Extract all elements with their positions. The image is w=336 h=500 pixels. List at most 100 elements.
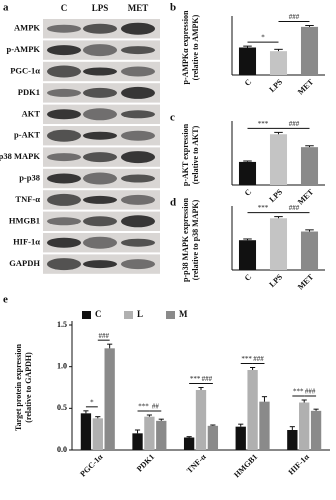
y-tick-label: 1.5 [57,320,67,329]
blot-row-label: HMGB1 [9,215,40,225]
blot-band [47,217,81,226]
significance-label: ### [289,204,300,212]
blot-row-label: p-AKT [14,130,40,140]
bar [183,437,195,450]
significance-label: ### [289,13,300,21]
blot-row-label: AKT [22,108,41,118]
significance-label: *** [190,375,201,383]
blot-row-label: p38 MAPK [0,151,40,161]
blot-band [47,173,81,184]
significance-label: ## [152,403,160,411]
blot-band [83,67,117,76]
blot-band [47,153,81,162]
significance-label: ### [98,332,109,340]
x-tick-label: LPS [267,187,284,204]
blot-band [47,237,81,248]
bar [238,240,257,270]
blot-band [83,260,117,269]
significance-label: ### [253,355,264,363]
bar [104,348,115,450]
x-tick-label: TNF-α [185,452,208,475]
blot-row-label: p-AMPK [6,44,40,54]
bar [300,147,319,185]
bar [195,390,207,450]
legend-swatch [124,311,133,319]
blot-band [83,131,117,140]
blot-band [121,259,155,270]
blot-band [121,46,155,55]
bar [299,402,310,450]
bar [92,418,103,450]
blot-band [83,44,117,57]
significance-label: *** [138,403,149,411]
bar [287,430,298,450]
bar [132,433,143,450]
blot-column-label: LPS [92,3,109,13]
bar [259,401,270,450]
bar [238,161,257,185]
blot-band [47,24,81,33]
bar [269,134,288,185]
bar [80,413,92,450]
y-axis-label: (relative to AMPK) [191,14,200,80]
legend-label: C [95,309,102,319]
y-tick-label: 1.0 [57,361,67,370]
bar [300,26,319,75]
significance-label: ### [305,388,316,396]
bar [269,51,288,75]
blot-band [83,87,117,98]
blot-row-label: PDK1 [18,87,40,97]
blot-band [121,174,155,183]
y-axis-label: Target protein expression [14,343,23,431]
y-axis-label: (relative to AKT) [191,125,200,184]
blot-band [83,172,117,185]
panel-letter: b [170,2,176,14]
blot-row-label: p-p38 [19,172,40,182]
blot-band [83,152,117,163]
y-axis-label: p-p38 MAPK expression [181,198,190,282]
y-axis-label: (relative to p38 MAPK) [191,199,200,280]
y-axis-label: (relative to GAPDH) [24,352,33,423]
blot-column-label: C [61,3,68,13]
x-tick-label: LPS [267,77,284,94]
x-tick-label: PDK1 [135,452,156,473]
blot-row-label: GAPDH [9,258,40,268]
blot-band [83,108,117,121]
blot-band [47,129,81,142]
x-tick-label: C [243,77,254,88]
x-tick-label: HIF-1α [287,452,312,477]
bar [238,47,257,75]
blot-band [121,110,155,119]
significance-label: *** [258,204,269,212]
blot-band [121,130,155,141]
bar [207,425,219,450]
bar [156,420,167,450]
x-tick-label: HMGB1 [232,452,259,479]
y-axis-label: p-AMPKα expression [181,10,190,84]
blot-band [121,238,155,247]
significance-label: ### [202,375,213,383]
x-tick-label: MET [296,77,316,97]
blot-band [47,45,81,56]
blot-band [47,193,81,206]
blot-band [83,236,117,249]
blot-band [47,65,81,78]
blot-band [83,23,117,34]
blot-band [47,109,81,120]
significance-label: ### [289,120,300,128]
x-tick-label: LPS [267,272,284,289]
legend-label: L [137,309,143,319]
x-tick-label: MET [296,272,316,292]
blot-band [121,86,155,99]
blot-band [121,151,155,164]
legend-label: M [179,309,188,319]
y-axis-label: p-AKT expression [181,123,190,186]
bar [144,416,155,450]
significance-label: * [261,34,265,42]
bar [269,218,288,270]
blot-row-label: TNF-α [15,194,40,204]
blot-band [83,195,117,204]
y-tick-label: 0.5 [57,403,67,412]
blot-band [83,216,117,227]
blot-band [47,258,81,271]
